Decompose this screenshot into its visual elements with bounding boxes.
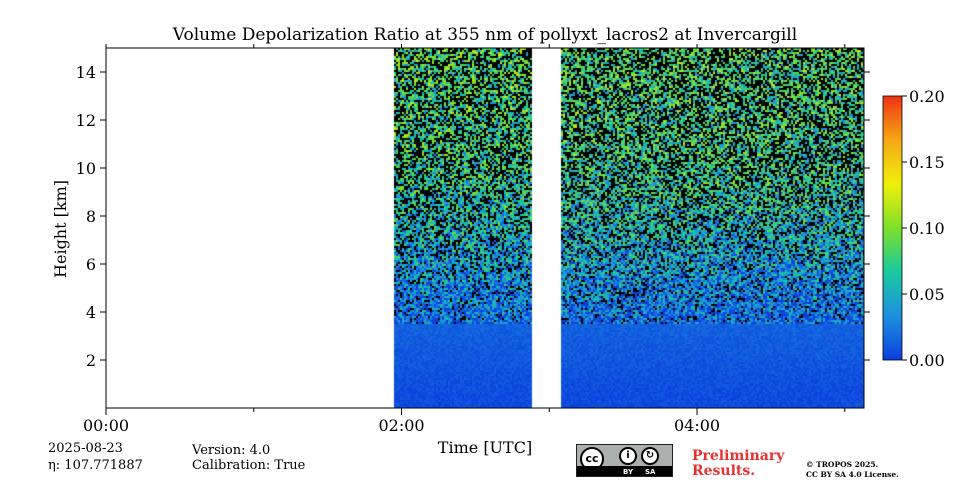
colorbar-tick-label: 0.00 [909, 351, 945, 370]
preliminary-label: Preliminary [692, 448, 785, 464]
badge-by-label: BY [623, 468, 634, 476]
attribution-icon: i [619, 447, 637, 465]
y-tick-label: 10 [76, 159, 96, 178]
heatmap-layer [106, 48, 864, 408]
x-axis-label: Time [UTC] [438, 438, 532, 457]
copyright-label: © TROPOS 2025. [806, 460, 879, 469]
y-tick-label: 14 [76, 63, 96, 82]
badge-sa-label: SA [645, 468, 656, 476]
x-axis: 00:00 02:00 04:00 [83, 44, 846, 435]
colorbar-tick-label: 0.10 [909, 219, 945, 238]
colorbar: 0.00 0.05 0.10 0.15 0.20 [882, 87, 945, 370]
y-tick-label: 4 [86, 303, 96, 322]
x-tick-label: 00:00 [83, 416, 129, 435]
chart-title: Volume Depolarization Ratio at 355 nm of… [172, 25, 798, 45]
version-label: Version: 4.0 [192, 443, 271, 458]
y-tick-label: 6 [86, 255, 96, 274]
date-label: 2025-08-23 [48, 441, 123, 456]
eta-label: η: 107.771887 [48, 458, 143, 473]
y-axis-label: Height [km] [51, 180, 70, 278]
colorbar-tick-label: 0.15 [909, 153, 945, 172]
colorbar-tick-label: 0.20 [909, 87, 945, 106]
colorbar-tick-label: 0.05 [909, 285, 945, 304]
share-alike-icon: ↻ [641, 447, 659, 465]
calibration-label: Calibration: True [192, 458, 306, 473]
y-axis: 2 4 6 8 10 12 14 [76, 63, 870, 370]
y-tick-label: 8 [86, 207, 96, 226]
y-tick-label: 2 [86, 351, 96, 370]
cc-license-badge: cc i ↻ BY SA [576, 444, 673, 477]
badge-bar [577, 466, 672, 476]
x-tick-label: 02:00 [378, 416, 424, 435]
heatmap-image [106, 48, 864, 408]
y-tick-label: 12 [76, 111, 96, 130]
x-tick-label: 04:00 [674, 416, 720, 435]
colorbar-gradient [882, 95, 903, 361]
license-label: CC BY SA 4.0 License. [806, 470, 899, 479]
preliminary-results-label: Results. [692, 463, 756, 479]
plot-area [105, 47, 865, 409]
